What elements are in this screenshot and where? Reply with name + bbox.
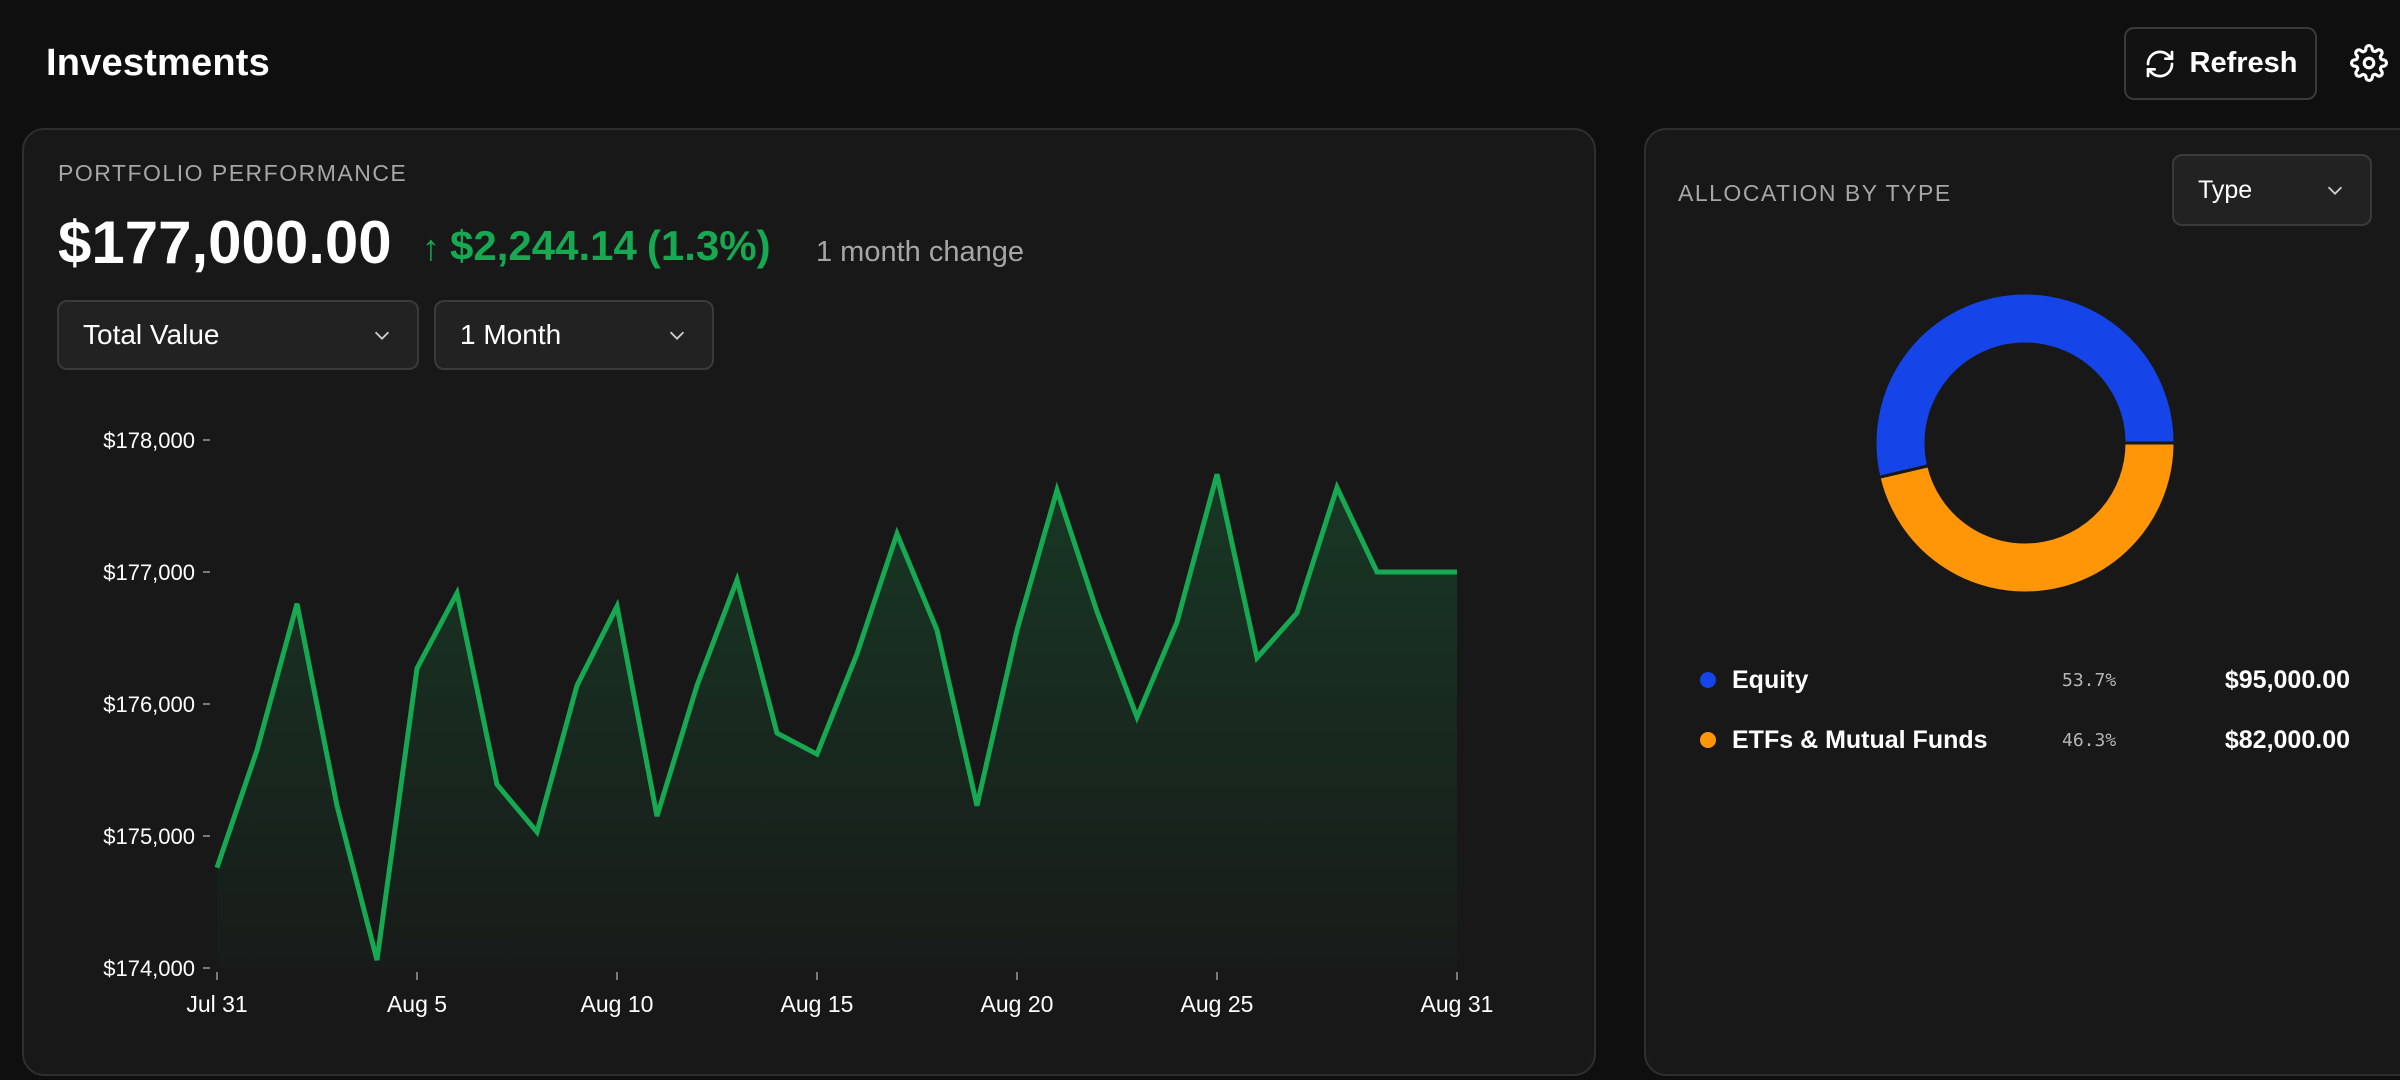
x-tick-label: Aug 5	[387, 991, 447, 1017]
change-percent: (1.3%)	[646, 222, 771, 269]
settings-button[interactable]	[2350, 44, 2388, 82]
series-area	[217, 474, 1457, 968]
chevron-down-icon	[374, 331, 390, 340]
x-tick-label: Aug 15	[781, 991, 854, 1017]
series-line	[214, 473, 1457, 961]
time-range-dropdown-value: 1 Month	[460, 319, 562, 350]
allocation-legend: Equity 53.7% $95,000.00 ETFs & Mutual Fu…	[1700, 650, 2350, 770]
allocation-card: ALLOCATION BY TYPE Type Equity 53.7% $95…	[1644, 128, 2400, 1076]
legend-dot	[1700, 732, 1716, 748]
allocation-donut-chart	[1873, 291, 2177, 595]
allocation-section-label: ALLOCATION BY TYPE	[1678, 180, 1952, 206]
donut-slice-equity[interactable]	[1873, 291, 2177, 480]
portfolio-line-chart: $178,000 $177,000 $176,000 $175,000 $174,000…	[103, 428, 1494, 1017]
legend-amount: $82,000.00	[2224, 725, 2350, 754]
y-tick-label: $178,000	[103, 428, 195, 453]
x-tick-label: Aug 10	[581, 991, 654, 1017]
change-amount: $2,244.14	[450, 222, 637, 269]
legend-percent: 53.7%	[2062, 669, 2117, 691]
performance-section-label: PORTFOLIO PERFORMANCE	[58, 160, 408, 186]
y-tick-label: $177,000	[103, 560, 195, 585]
metric-dropdown[interactable]: Total Value	[57, 300, 419, 370]
legend-item: ETFs & Mutual Funds 46.3% $82,000.00	[1700, 710, 2350, 770]
portfolio-performance-card: PORTFOLIO PERFORMANCE $177,000.00 ↑ $2,2…	[22, 128, 1596, 1076]
page-title: Investments	[46, 42, 270, 84]
legend-name: ETFs & Mutual Funds	[1732, 725, 1988, 754]
change-description: 1 month change	[816, 236, 1024, 268]
legend-dot	[1700, 672, 1716, 688]
x-tick-label: Aug 31	[1421, 991, 1494, 1017]
x-tick-label: Aug 20	[981, 991, 1054, 1017]
legend-item: Equity 53.7% $95,000.00	[1700, 650, 2350, 710]
refresh-button[interactable]: Refresh	[2124, 27, 2317, 100]
x-tick-label: Aug 25	[1181, 991, 1254, 1017]
metric-dropdown-value: Total Value	[83, 319, 220, 350]
portfolio-total-value: $177,000.00	[58, 209, 392, 276]
allocation-group-dropdown[interactable]: Type	[2172, 154, 2372, 226]
y-tick-label: $176,000	[103, 692, 195, 717]
portfolio-change: ↑ $2,244.14 (1.3%)	[422, 222, 771, 270]
legend-percent: 46.3%	[2062, 729, 2117, 751]
legend-name: Equity	[1732, 665, 1809, 694]
allocation-group-dropdown-value: Type	[2198, 175, 2253, 204]
arrow-up-icon: ↑	[422, 227, 440, 268]
legend-amount: $95,000.00	[2224, 665, 2350, 694]
gear-icon	[2350, 44, 2388, 82]
chevron-down-icon	[2327, 186, 2343, 195]
refresh-button-label: Refresh	[2189, 47, 2298, 79]
x-tick-label: Jul 31	[186, 991, 247, 1017]
chevron-down-icon	[669, 331, 685, 340]
y-tick-label: $174,000	[103, 956, 195, 981]
time-range-dropdown[interactable]: 1 Month	[434, 300, 714, 370]
y-tick-label: $175,000	[103, 824, 195, 849]
donut-slice-etfs[interactable]	[1877, 441, 2177, 595]
refresh-icon	[2146, 50, 2173, 77]
